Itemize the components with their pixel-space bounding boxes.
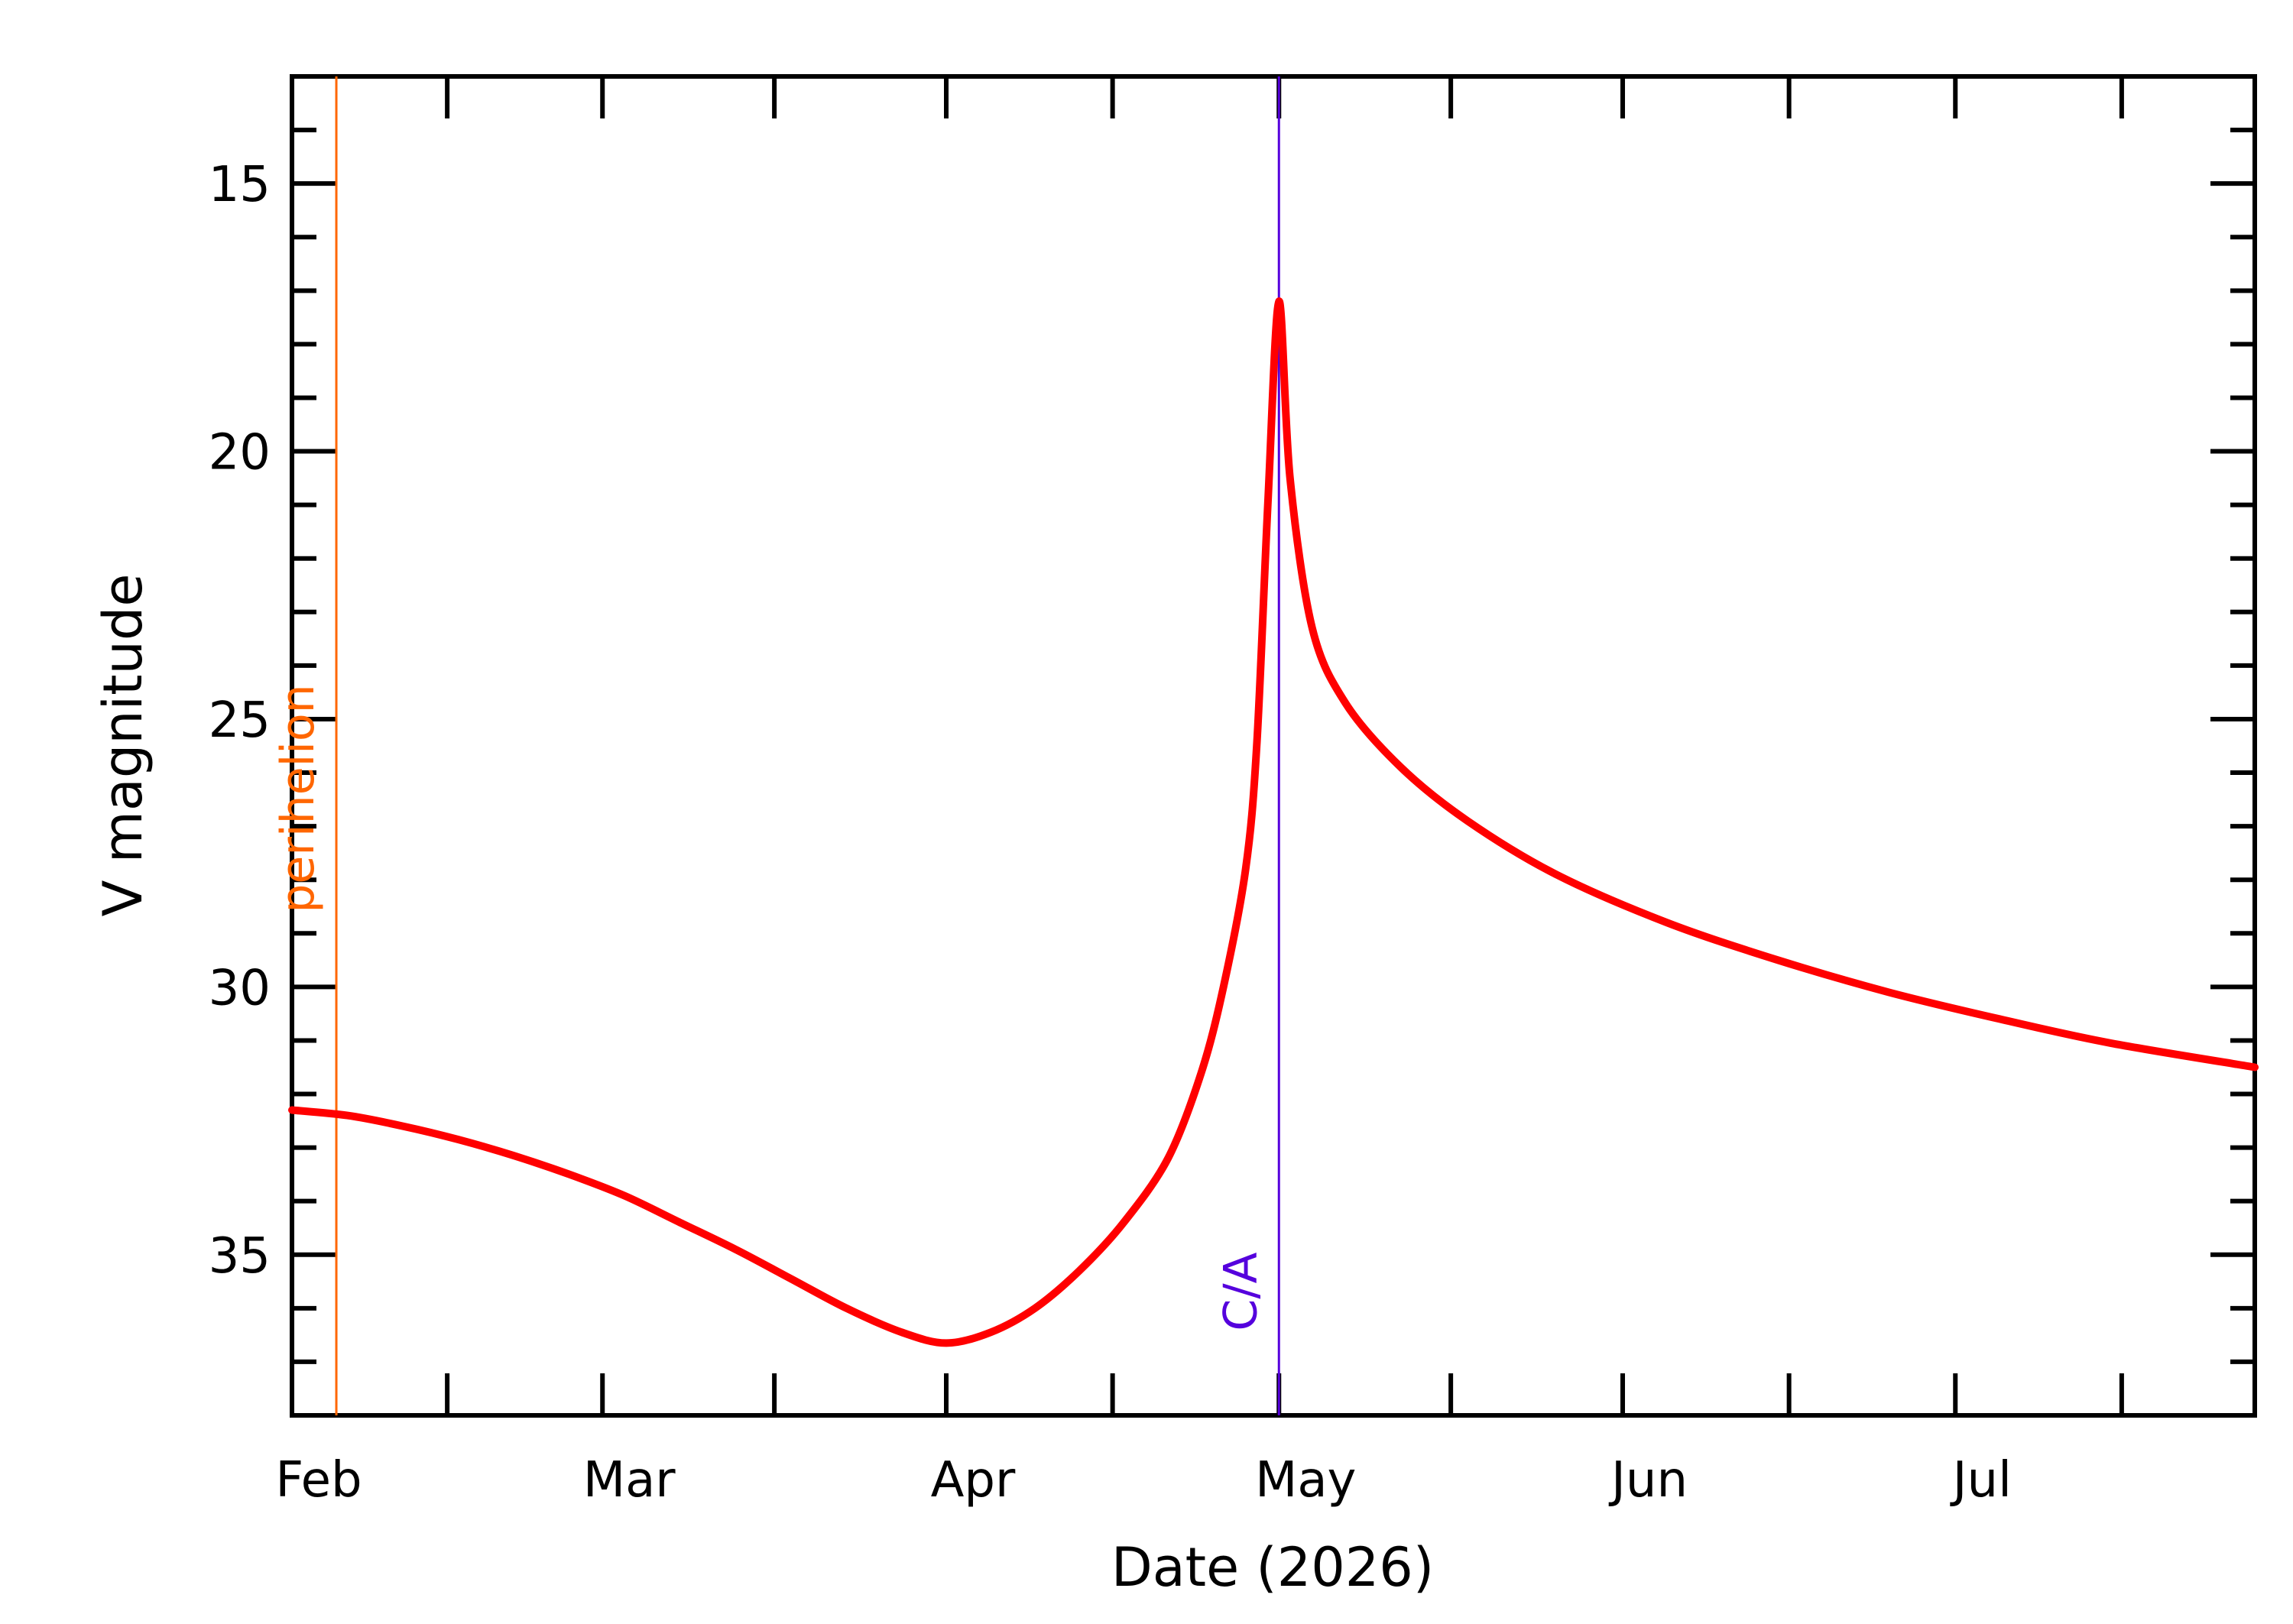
x-tick-label: Jul bbox=[1950, 1452, 2012, 1509]
x-tick-label: Jun bbox=[1608, 1452, 1688, 1509]
y-tick-label: 25 bbox=[209, 692, 271, 749]
series-line-magnitude bbox=[288, 297, 2259, 1347]
y-tick-label: 30 bbox=[209, 960, 271, 1016]
x-tick-label: May bbox=[1255, 1452, 1356, 1509]
plot-frame bbox=[290, 74, 2257, 1418]
x-axis-title: Date (2026) bbox=[1111, 1536, 1434, 1599]
tick-labels: 15 20 25 30 35 Feb Mar Apr May Jun Jul bbox=[209, 157, 2012, 1509]
x-tick-label: Feb bbox=[275, 1452, 362, 1509]
y-tick-label: 15 bbox=[209, 157, 271, 213]
x-tick-label: Mar bbox=[583, 1452, 676, 1509]
axis-ticks bbox=[292, 74, 2255, 1418]
x-tick-label: Apr bbox=[931, 1452, 1016, 1509]
y-tick-label: 20 bbox=[209, 425, 271, 481]
marker-label: perihelion bbox=[271, 684, 325, 912]
y-axis-title: V magnitude bbox=[92, 574, 154, 917]
marker-label: C/A bbox=[1214, 1252, 1267, 1331]
y-tick-label: 35 bbox=[209, 1228, 271, 1285]
